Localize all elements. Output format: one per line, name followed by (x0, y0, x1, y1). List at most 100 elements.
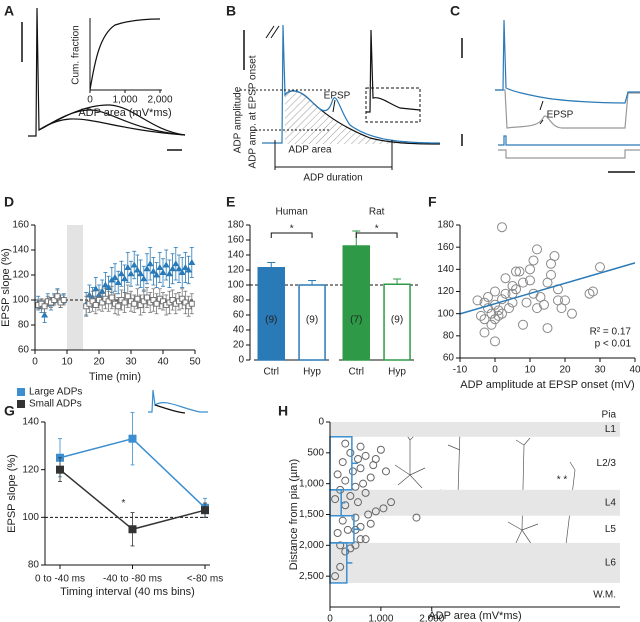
marker (156, 264, 164, 270)
y-tick-label: 120 (437, 286, 454, 297)
marker (188, 259, 196, 265)
y-tick-label: 140 (22, 417, 39, 428)
point (353, 498, 362, 507)
y-tick-label: 2,000 (299, 540, 324, 551)
significance-bracket (355, 232, 398, 238)
marker (121, 275, 129, 282)
x-tick-label: 1,000 (112, 95, 137, 106)
x-tick-label: 10 (524, 365, 536, 376)
point (542, 323, 553, 334)
marker (121, 299, 128, 306)
annotation: * (122, 498, 126, 509)
marker (160, 298, 166, 305)
layer-label: W.M. (593, 590, 616, 601)
panel-label: F (428, 194, 437, 210)
point (359, 479, 368, 488)
marker (115, 303, 122, 310)
marker (140, 298, 147, 305)
top-label: Pia (602, 410, 617, 421)
y-tick-label: 100 (227, 280, 244, 291)
y-tick-label: 180 (437, 220, 454, 231)
point (490, 314, 500, 325)
point (479, 314, 490, 325)
marker (169, 265, 177, 272)
y-tick-label: 60 (18, 345, 30, 356)
y-axis-label: Distance from pia (µm) (288, 459, 300, 570)
y-tick-label: 120 (227, 265, 244, 276)
marker (133, 266, 141, 273)
layer-label: L4 (605, 497, 617, 508)
group-label: Rat (369, 207, 385, 218)
significance-bracket (270, 232, 313, 238)
marker (169, 297, 176, 303)
y-tick-label: 2,500 (299, 571, 324, 582)
marker (117, 270, 125, 277)
x-tick-label: 30 (594, 365, 606, 376)
point (595, 262, 605, 273)
stat-annotation: R² = 0.17 (590, 327, 632, 338)
y-axis-label: EPSP slope (%) (0, 248, 12, 327)
point (588, 286, 598, 297)
y-tick-label: 1,000 (299, 478, 324, 489)
x-tick-label: 40 (157, 357, 169, 368)
y-tick-label: 80 (18, 320, 30, 331)
point (490, 286, 500, 297)
point (361, 488, 370, 497)
y-tick-label: 140 (227, 250, 244, 261)
point (500, 273, 511, 284)
panel-label: H (278, 403, 288, 419)
n-label: (9) (306, 315, 318, 326)
point (364, 510, 373, 519)
stat-annotation: p < 0.01 (595, 339, 632, 350)
y-tick-label: 140 (437, 264, 454, 275)
point (381, 467, 390, 476)
x-tick-label: 0 (327, 614, 333, 622)
point (333, 529, 342, 537)
inset-y-label: Cum. fraction (71, 25, 82, 84)
point (493, 310, 504, 321)
point (356, 464, 365, 473)
point (500, 288, 511, 299)
point (511, 266, 521, 277)
point (351, 513, 360, 522)
marker (41, 311, 49, 318)
point (560, 295, 570, 306)
marker (172, 260, 180, 267)
point (497, 222, 507, 233)
point (333, 470, 342, 479)
marker (153, 300, 160, 307)
marker (114, 279, 122, 285)
x-tick-label: Ctrl (348, 367, 364, 378)
panel-g-inset (148, 389, 208, 414)
trace-label: ADP area (288, 145, 332, 156)
panel-b-traces (240, 24, 441, 170)
point (483, 303, 493, 314)
x-tick-label: -40 to -80 ms (103, 574, 162, 585)
legend-label: Small ADPs (29, 399, 82, 410)
point (584, 288, 595, 299)
marker (201, 506, 209, 515)
trace-label: EPSP (547, 110, 574, 121)
marker (175, 265, 183, 272)
layer-label: L5 (605, 524, 617, 535)
point (528, 255, 539, 266)
layer-band (330, 489, 620, 516)
marker (165, 270, 173, 277)
y-tick-label: 80 (28, 560, 40, 571)
marker (51, 297, 58, 303)
marker (179, 295, 186, 302)
x-axis-label: ADP area (mV*ms) (428, 610, 521, 622)
y-tick-label: 20 (233, 340, 245, 351)
y-tick-label: 100 (437, 308, 454, 319)
y-tick-label: 60 (443, 353, 455, 364)
marker (127, 270, 135, 277)
point (346, 448, 355, 457)
bar (383, 283, 411, 361)
point (567, 308, 577, 319)
point (353, 455, 362, 463)
point (479, 327, 490, 338)
marker (143, 265, 151, 272)
panel-label: D (4, 194, 14, 210)
point (371, 507, 380, 516)
